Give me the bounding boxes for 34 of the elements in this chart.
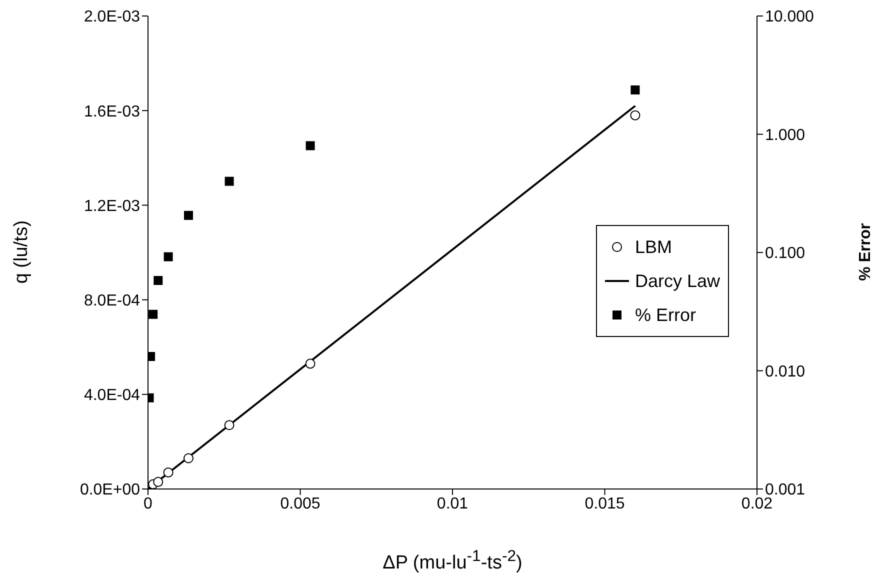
x-tick-label: 0.005	[280, 495, 320, 512]
y-tick-label: 4.0E-04	[84, 387, 140, 404]
point	[224, 420, 234, 430]
x-tick-label: 0.02	[741, 495, 773, 512]
point	[224, 176, 234, 186]
point	[305, 358, 316, 369]
legend-label: LBM	[634, 236, 672, 258]
point	[154, 276, 163, 285]
x-tick-label: 0.015	[584, 495, 625, 512]
y2-tick-label: 0.100	[765, 245, 806, 262]
x-tick-label: 0.01	[436, 495, 468, 512]
y2-tick-label: 0.010	[765, 363, 806, 380]
point	[306, 141, 315, 150]
y-axis-title: q (lu/ts)	[11, 220, 33, 284]
legend-label: Darcy Law	[634, 270, 720, 292]
point	[184, 210, 193, 220]
y-tick-label: 8.0E-04	[84, 292, 140, 310]
legend-label: % Error	[634, 304, 696, 326]
x-axis-title: ΔP (mu-lu$^{-1}$-ts$^{-2}$)	[382, 548, 524, 574]
y-tick-label: 0.0E+00	[80, 482, 140, 499]
y-tick-label: 1.2E-03	[84, 198, 140, 215]
y2-tick-label: 10.000	[765, 8, 814, 26]
point	[164, 252, 173, 262]
y2-tick-label: 1.000	[765, 126, 806, 144]
y-tick-label: 1.6E-03	[84, 103, 140, 120]
point	[153, 476, 164, 487]
point	[148, 310, 158, 319]
point	[630, 110, 640, 120]
y-tick-label: 2.0E-03	[84, 8, 140, 26]
x-tick-label: 0	[144, 495, 153, 512]
point	[163, 467, 174, 478]
y2-axis-title: % Error	[857, 223, 875, 281]
point	[184, 453, 194, 464]
point	[630, 85, 640, 94]
